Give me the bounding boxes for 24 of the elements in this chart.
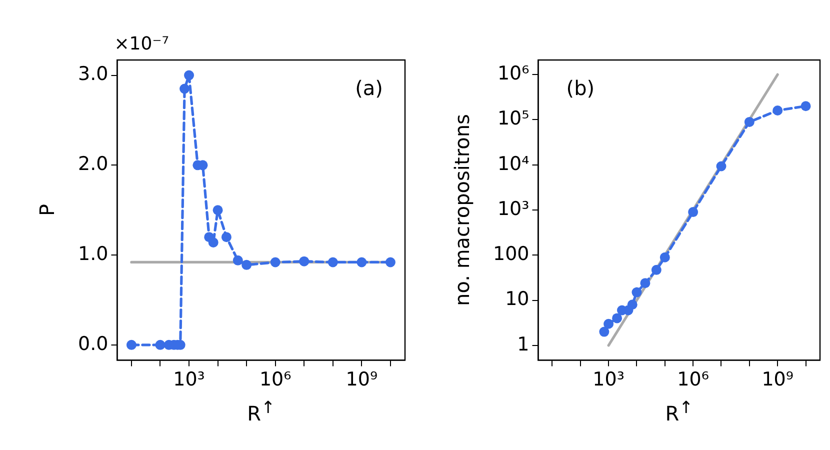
y-tick-label: 10⁶ [497,62,530,84]
x-axis-title: R$^{↑}$ [247,398,276,426]
x-tick-label: 10⁶ [677,368,709,391]
y-tick-label: 10⁵ [497,108,530,130]
y-tick-label: 10³ [497,198,530,220]
y-tick-label: 10⁴ [497,152,530,175]
x-tick-label: 10⁹ [346,368,378,391]
y-tick-label: 2.0 [78,153,108,176]
x-tick-label: 10⁹ [762,368,794,391]
y-tick-label: 1.0 [78,242,108,265]
x-tick-label: 10³ [173,368,205,391]
y-tick-label: 0.0 [78,332,108,355]
y-axis-title: no. macropositrons [450,114,474,306]
y-tick-label: 1 [517,333,530,356]
y-tick-label: 10 [505,288,530,310]
text: ×10⁻⁷ [114,34,169,55]
y-axis-title: P [35,204,59,216]
annotation: (b) [566,76,595,100]
y-tick-label: 100 [493,243,530,266]
x-tick-label: 10⁶ [259,368,292,391]
x-axis-title: R$^{↑}$ [665,398,694,426]
annotation: (a) [355,76,383,100]
y-tick-label: 3.0 [78,63,108,86]
x-tick-label: 10³ [592,368,624,391]
